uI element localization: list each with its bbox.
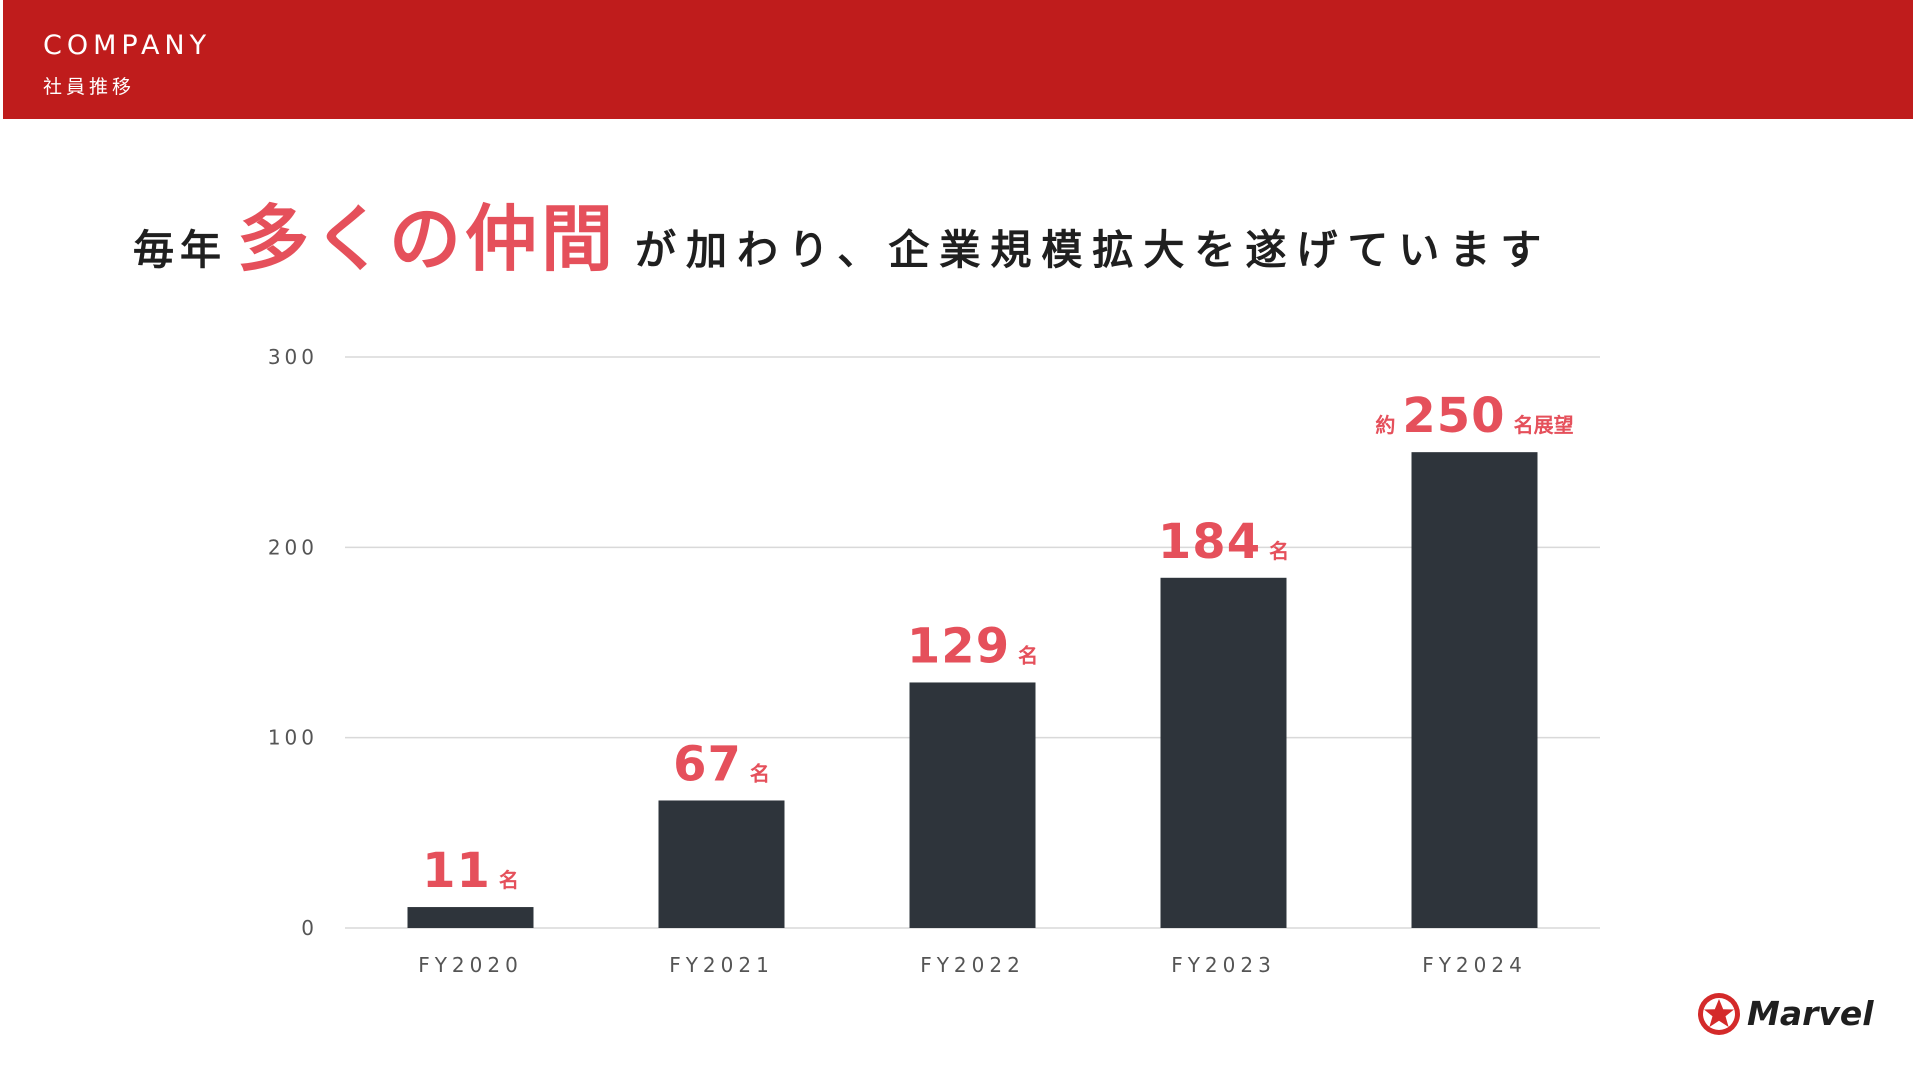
data-label-unit: 名 [499, 868, 519, 892]
section-subtitle: 社員推移 [43, 76, 136, 98]
headline-emphasis: 多くの仲間 [237, 197, 618, 281]
x-tick-label: FY2020 [418, 953, 523, 977]
bar [407, 907, 534, 928]
x-tick-label: FY2024 [1422, 953, 1527, 977]
data-label-value: 11 [422, 843, 491, 899]
bar [658, 800, 785, 928]
data-label-unit: 名 [750, 761, 770, 785]
x-tick-label: FY2023 [1171, 953, 1276, 977]
data-label: 67 名 [673, 736, 770, 792]
x-tick-label: FY2022 [920, 953, 1025, 977]
star-circle-icon [1698, 993, 1740, 1035]
data-label-unit: 名展望 [1514, 413, 1574, 437]
header-bar: COMPANY 社員推移 [3, 0, 1913, 119]
data-label-unit: 名 [1269, 539, 1289, 563]
bar [909, 682, 1036, 928]
headline-suffix: が加わり、企業規模拡大を遂げています [635, 226, 1552, 274]
y-tick-label: 200 [268, 535, 318, 559]
headline: 毎年 多くの仲間 が加わり、企業規模拡大を遂げています [133, 180, 1551, 285]
y-tick-label: 300 [268, 345, 318, 369]
section-title: COMPANY [43, 30, 212, 61]
bar [1411, 452, 1538, 928]
data-label-value: 67 [673, 736, 742, 792]
data-label-value: 184 [1158, 514, 1261, 570]
headline-prefix: 毎年 [133, 226, 227, 274]
data-label-value: 250 [1402, 388, 1505, 444]
bar [1160, 577, 1287, 928]
logo-text: Marvel [1747, 994, 1874, 1033]
x-tick-label: FY2021 [669, 953, 774, 977]
y-tick-label: 0 [301, 916, 318, 940]
data-label-value: 129 [907, 618, 1010, 674]
data-label: 約 250 名展望 [1375, 388, 1573, 444]
data-label: 11 名 [422, 843, 519, 899]
data-label: 129 名 [907, 618, 1038, 674]
data-label: 184 名 [1158, 514, 1289, 570]
brand-logo: Marvel [1697, 992, 1877, 1040]
data-label-prefix: 約 [1375, 413, 1402, 437]
data-label-unit: 名 [1018, 643, 1038, 667]
y-tick-label: 100 [268, 726, 318, 750]
